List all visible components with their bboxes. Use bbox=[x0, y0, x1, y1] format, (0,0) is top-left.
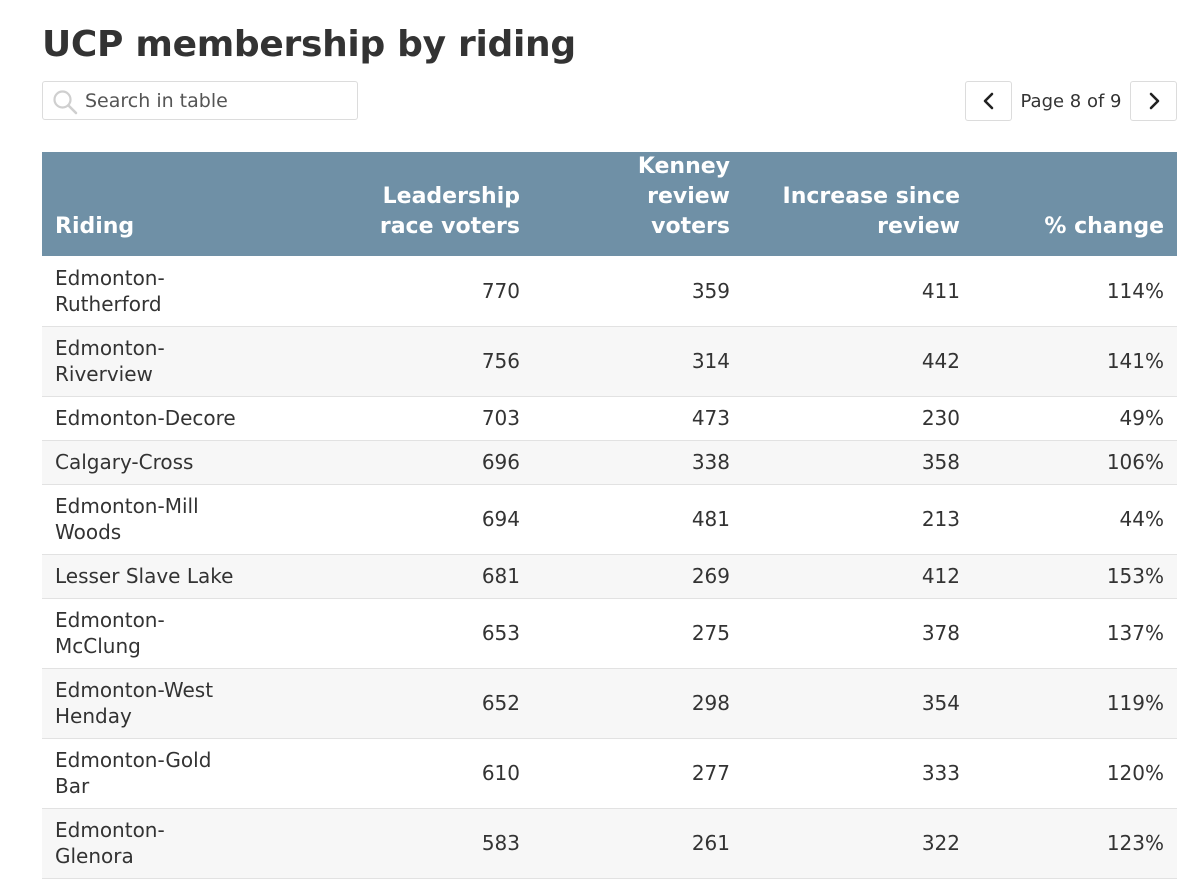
cell-review: 473 bbox=[533, 396, 743, 441]
column-header-riding[interactable]: Riding bbox=[55, 214, 135, 239]
cell-riding: Edmonton-Riverview bbox=[42, 326, 276, 397]
cell-riding: Edmonton-Decore bbox=[42, 396, 276, 441]
cell-increase: 378 bbox=[743, 598, 973, 669]
table-row: Edmonton-Glenora 583 261 322 123% bbox=[42, 808, 1177, 879]
cell-review: 269 bbox=[533, 554, 743, 599]
cell-pct: 153% bbox=[973, 554, 1177, 599]
column-header-increase[interactable]: Increase since review bbox=[782, 184, 960, 239]
cell-riding: Edmonton-Rutherford bbox=[42, 256, 276, 327]
cell-leadership: 756 bbox=[276, 326, 533, 397]
table-row: Lesser Slave Lake 681 269 412 153% bbox=[42, 554, 1177, 599]
prev-page-button[interactable] bbox=[965, 81, 1012, 121]
cell-riding: Edmonton-Glenora bbox=[42, 808, 276, 879]
cell-review: 359 bbox=[533, 256, 743, 327]
cell-increase: 322 bbox=[743, 808, 973, 879]
table-row: Edmonton-West Henday 652 298 354 119% bbox=[42, 668, 1177, 739]
cell-increase: 213 bbox=[743, 484, 973, 555]
cell-review: 481 bbox=[533, 484, 743, 555]
cell-leadership: 681 bbox=[276, 554, 533, 599]
cell-leadership: 694 bbox=[276, 484, 533, 555]
cell-review: 261 bbox=[533, 808, 743, 879]
table-header-row: Riding Leadership race voters Kenney rev… bbox=[42, 152, 1177, 256]
column-header-pct[interactable]: % change bbox=[1044, 214, 1164, 239]
cell-review: 298 bbox=[533, 668, 743, 739]
cell-leadership: 583 bbox=[276, 808, 533, 879]
cell-leadership: 696 bbox=[276, 440, 533, 485]
cell-riding: Edmonton-Gold Bar bbox=[42, 738, 276, 809]
cell-pct: 106% bbox=[973, 440, 1177, 485]
cell-riding: Edmonton-West Henday bbox=[42, 668, 276, 739]
chevron-left-icon bbox=[983, 92, 993, 110]
cell-increase: 442 bbox=[743, 326, 973, 397]
membership-table: Riding Leadership race voters Kenney rev… bbox=[42, 152, 1177, 879]
cell-riding: Lesser Slave Lake bbox=[42, 554, 276, 599]
cell-review: 277 bbox=[533, 738, 743, 809]
cell-pct: 137% bbox=[973, 598, 1177, 669]
cell-leadership: 652 bbox=[276, 668, 533, 739]
cell-pct: 119% bbox=[973, 668, 1177, 739]
search-box[interactable] bbox=[42, 81, 358, 120]
chevron-right-icon bbox=[1149, 92, 1159, 110]
table-row: Calgary-Cross 696 338 358 106% bbox=[42, 440, 1177, 485]
table-row: Edmonton-Riverview 756 314 442 141% bbox=[42, 326, 1177, 397]
cell-riding: Calgary-Cross bbox=[42, 440, 276, 485]
cell-leadership: 653 bbox=[276, 598, 533, 669]
cell-increase: 354 bbox=[743, 668, 973, 739]
cell-riding: Edmonton-Mill Woods bbox=[42, 484, 276, 555]
search-input[interactable] bbox=[85, 82, 353, 119]
column-header-leadership[interactable]: Leadership race voters bbox=[379, 184, 520, 239]
table-row: Edmonton-Decore 703 473 230 49% bbox=[42, 396, 1177, 441]
cell-review: 338 bbox=[533, 440, 743, 485]
column-header-review[interactable]: Kenney review voters bbox=[637, 154, 730, 239]
cell-review: 275 bbox=[533, 598, 743, 669]
cell-increase: 358 bbox=[743, 440, 973, 485]
table-row: Edmonton-Mill Woods 694 481 213 44% bbox=[42, 484, 1177, 555]
table-row: Edmonton-Gold Bar 610 277 333 120% bbox=[42, 738, 1177, 809]
cell-increase: 333 bbox=[743, 738, 973, 809]
cell-leadership: 770 bbox=[276, 256, 533, 327]
cell-increase: 411 bbox=[743, 256, 973, 327]
cell-leadership: 610 bbox=[276, 738, 533, 809]
cell-pct: 141% bbox=[973, 326, 1177, 397]
cell-pct: 49% bbox=[973, 396, 1177, 441]
cell-leadership: 703 bbox=[276, 396, 533, 441]
table-row: Edmonton-Rutherford 770 359 411 114% bbox=[42, 256, 1177, 327]
page-title: UCP membership by riding bbox=[42, 24, 576, 65]
cell-riding: Edmonton-McClung bbox=[42, 598, 276, 669]
search-icon bbox=[53, 90, 78, 115]
next-page-button[interactable] bbox=[1130, 81, 1177, 121]
table-row: Edmonton-McClung 653 275 378 137% bbox=[42, 598, 1177, 669]
cell-pct: 120% bbox=[973, 738, 1177, 809]
cell-pct: 123% bbox=[973, 808, 1177, 879]
cell-increase: 230 bbox=[743, 396, 973, 441]
page-indicator: Page 8 of 9 bbox=[1020, 90, 1122, 112]
cell-pct: 44% bbox=[973, 484, 1177, 555]
cell-review: 314 bbox=[533, 326, 743, 397]
cell-pct: 114% bbox=[973, 256, 1177, 327]
cell-increase: 412 bbox=[743, 554, 973, 599]
